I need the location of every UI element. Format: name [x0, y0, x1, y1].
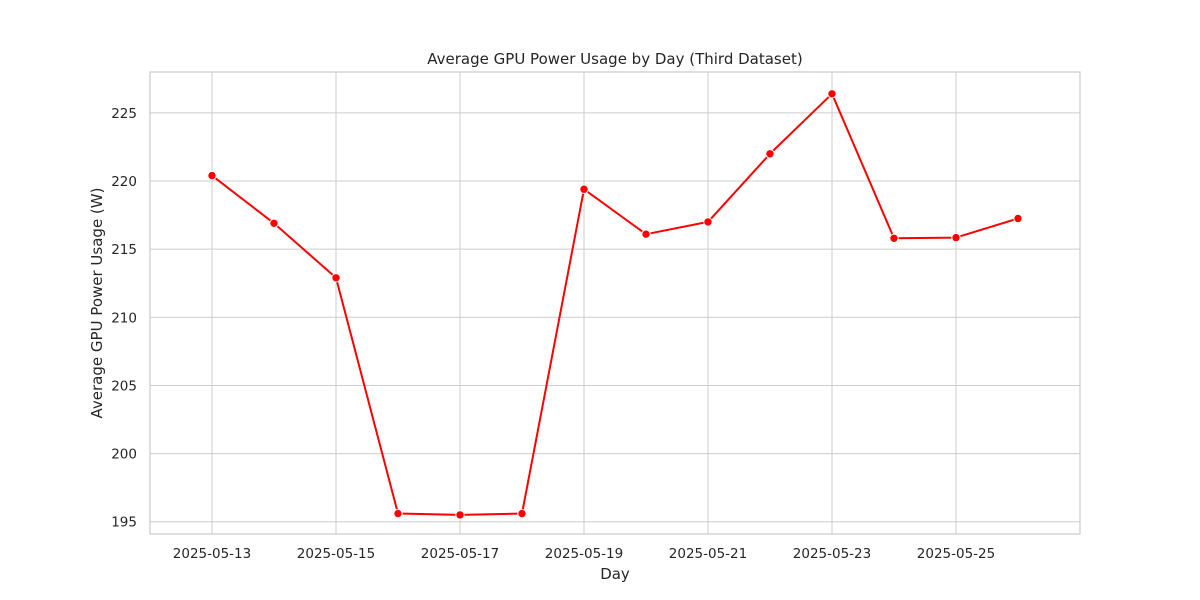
data-point: [579, 184, 589, 194]
data-point: [703, 217, 713, 227]
x-tick-label: 2025-05-19: [545, 546, 623, 562]
y-axis-label: Average GPU Power Usage (W): [88, 188, 106, 419]
x-axis-label: Day: [600, 565, 630, 583]
y-axis-ticks: 195 200 205 210 215 220 225: [111, 106, 137, 531]
y-tick-label: 195: [111, 515, 137, 531]
data-point: [393, 508, 403, 519]
series-layer: [207, 89, 1023, 520]
data-point: [455, 510, 465, 520]
data-point: [207, 170, 217, 181]
x-tick-label: 2025-05-17: [421, 546, 499, 562]
y-tick-label: 205: [111, 378, 137, 394]
data-point: [517, 508, 527, 519]
x-tick-label: 2025-05-23: [793, 546, 871, 562]
x-axis-ticks: 2025-05-13 2025-05-15 2025-05-17 2025-05-19…: [173, 546, 995, 562]
y-tick-label: 200: [111, 447, 137, 463]
x-tick-label: 2025-05-15: [297, 546, 375, 562]
y-tick-label: 215: [111, 242, 137, 258]
series-line: [211, 92, 1019, 516]
x-tick-label: 2025-05-21: [669, 546, 747, 562]
chart-title: Average GPU Power Usage by Day (Third Da…: [427, 50, 802, 68]
y-tick-label: 220: [111, 174, 137, 190]
data-point: [331, 273, 341, 283]
x-tick-label: 2025-05-13: [173, 546, 251, 562]
data-point: [1013, 213, 1023, 224]
y-tick-label: 225: [111, 106, 137, 122]
y-tick-label: 210: [111, 310, 137, 326]
plot-frame: [149, 71, 1081, 535]
data-point: [827, 89, 837, 99]
data-point: [765, 149, 775, 159]
data-point: [269, 218, 279, 228]
data-point: [889, 233, 899, 243]
x-tick-label: 2025-05-25: [917, 546, 995, 562]
grid: [150, 72, 1080, 534]
data-point: [641, 229, 651, 239]
data-point: [951, 232, 961, 243]
